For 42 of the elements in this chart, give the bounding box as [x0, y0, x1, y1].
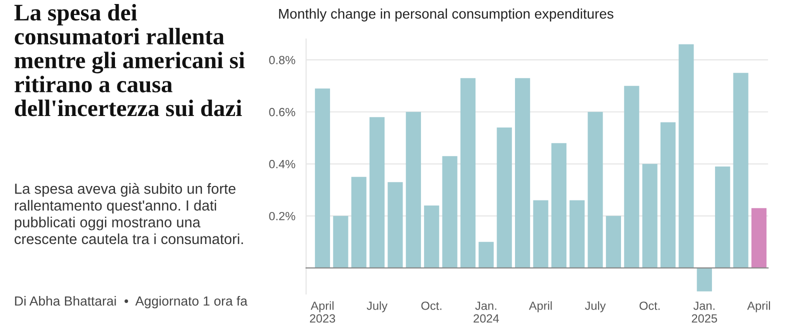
x-tick-label: April — [747, 301, 770, 312]
bar — [696, 268, 712, 292]
bar — [406, 112, 421, 268]
bar — [678, 44, 694, 268]
bar — [715, 166, 730, 268]
bar — [351, 176, 366, 268]
bar — [551, 143, 566, 268]
text: Di Abha Bhattarai • Aggiornato 1 ora fa — [15, 296, 248, 308]
bar — [660, 122, 676, 268]
x-tick-label: July — [584, 301, 606, 312]
bar — [533, 200, 548, 268]
y-tick-label: 0.6% — [269, 108, 296, 116]
x-tick-label: Oct. — [640, 302, 660, 310]
bar — [333, 216, 348, 268]
bar — [642, 164, 658, 268]
bar — [624, 86, 640, 268]
x-tick-label: July — [366, 301, 388, 312]
bar — [496, 127, 512, 268]
y-tick-label: 0.8% — [269, 56, 296, 64]
x-tick-label: April 2023 — [310, 301, 336, 323]
bar — [460, 78, 476, 268]
x-tick-label: Jan. 2024 — [474, 302, 499, 323]
bar — [588, 112, 603, 268]
text: La spesa aveva già subito un forte rallentamento quest'anno. I dati pubblicati oggi mostrano una crescente cautela tra i consumatori. — [14, 183, 243, 244]
bar — [442, 156, 458, 268]
bar — [606, 216, 622, 268]
bar — [733, 72, 748, 268]
bar — [388, 182, 403, 268]
bar — [751, 208, 767, 268]
x-tick-label: Oct. — [421, 302, 442, 310]
bar — [370, 117, 385, 268]
y-tick-label: 0.2% — [269, 212, 296, 220]
bar — [514, 78, 530, 268]
y-tick-label: 0.4% — [269, 160, 296, 168]
x-tick-label: April — [528, 301, 552, 312]
bar — [314, 88, 330, 268]
x-tick-label: Jan. 2025 — [692, 302, 718, 323]
bar — [570, 200, 585, 268]
text: La spesa dei consumatori rallenta mentre gli americani si ritirano a causa dell'incertezza sui dazi — [14, 4, 245, 116]
bar — [424, 206, 440, 268]
chart-title: Monthly change in personal consumption expenditures — [279, 8, 614, 22]
bar — [478, 242, 494, 268]
